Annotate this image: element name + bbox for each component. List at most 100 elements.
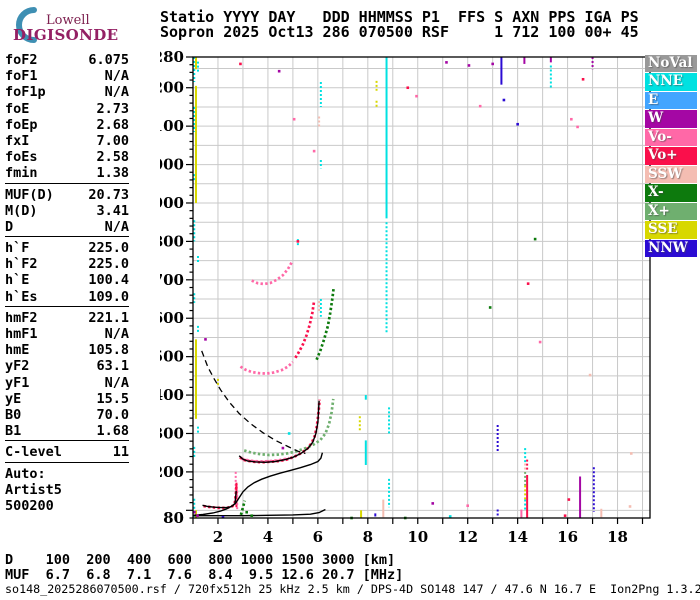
echo-dot-X- <box>245 510 248 514</box>
param-row-foEp: foEp 2.68 <box>5 117 129 133</box>
echo-dot-Vo+ <box>581 77 585 81</box>
y-tick-label: 600 <box>160 309 184 327</box>
trace-F-trace-echo-O-pink <box>241 456 290 463</box>
trace-F-trace-fit <box>238 400 320 464</box>
x-tick-label: 10 <box>407 528 428 546</box>
param-row-foE: foE 2.73 <box>5 101 129 117</box>
echo-dot-W <box>491 62 494 66</box>
echo-dot-Vo- <box>415 94 418 98</box>
y-tick-label: 400 <box>160 386 184 404</box>
trace-second-hop-O-rise <box>294 300 316 359</box>
legend-item-Vo-: Vo- <box>645 128 697 147</box>
status-color-legend: NoVal NNE E W Vo- Vo+ SSW X- X+ SSE NNW <box>645 55 697 258</box>
echo-dot-Vo+ <box>567 498 571 501</box>
param-row-foF1p: foF1p N/A <box>5 84 129 100</box>
echo-dot-Vo+ <box>406 86 410 90</box>
param-value: N/A <box>104 84 129 101</box>
echo-dot-Vo- <box>570 117 573 121</box>
param-group-2: h`F 225.0 h`F2 225.0 h`E 100.4 h`Es 109.0 <box>5 240 129 307</box>
trace-E-trace-echo-O <box>203 484 238 510</box>
status-line: so148_2025286070500.rsf / 720fx512h 25 k… <box>5 582 700 596</box>
y-tick-label: 200 <box>160 463 184 481</box>
echo-dot-Vo+ <box>296 240 300 243</box>
param-row-yF2: yF2 63.1 <box>5 358 129 374</box>
param-label: D <box>5 218 14 235</box>
param-group-4: C-level 11 <box>5 444 129 463</box>
echo-dot-SSW <box>588 373 592 377</box>
y-tick-label: 1100 <box>160 117 184 135</box>
echo-dot-NNW <box>221 515 225 519</box>
trace-true-height-profile <box>192 452 324 516</box>
echo-dot-Vo- <box>538 340 542 344</box>
param-group-1: MUF(D) 20.73 M(D) 3.41 D N/A <box>5 187 129 238</box>
param-label: MUF(D) <box>5 186 54 203</box>
param-value: 225.0 <box>88 240 129 257</box>
legend-item-W: W <box>645 110 697 128</box>
legend-item-NNE: NNE <box>645 73 697 91</box>
muf-row: MUF 6.7 6.8 7.1 7.6 8.4 9.5 12.6 20.7 [M… <box>5 566 404 583</box>
trace-F-trace-echo-X <box>243 398 335 457</box>
param-group-3: hmF2 221.1 hmF1 N/A hmE 105.8 yF2 63.1 yF1 N/A yE 1… <box>5 310 129 442</box>
param-label: C-level <box>5 444 62 461</box>
echo-dot-W <box>193 510 196 514</box>
y-tick-label: 1200 <box>160 79 184 97</box>
param-label: B1 <box>5 423 22 440</box>
echo-dot-Vo- <box>478 104 482 108</box>
echo-dot-Vo+ <box>526 282 530 285</box>
param-value: 63.1 <box>96 358 129 375</box>
param-label: foF1p <box>5 84 46 101</box>
param-value: 7.00 <box>96 132 129 149</box>
param-label: h`E <box>5 272 30 289</box>
param-value: 105.8 <box>88 342 129 359</box>
echo-dot-NNE <box>287 432 291 435</box>
param-value: 20.73 <box>88 186 129 203</box>
param-label: hmF1 <box>5 326 38 342</box>
trace-baseline-trace <box>193 508 326 517</box>
param-row-D: D N/A <box>5 219 129 235</box>
echo-dot-SSW <box>629 452 633 455</box>
echo-dot-NNW <box>516 122 519 126</box>
x-tick-label: 2 <box>213 528 223 546</box>
param-row-hmE: hmE 105.8 <box>5 342 129 358</box>
header-values: Sopron 2025 Oct13 286 070500 RSF 1 712 1… <box>160 23 639 41</box>
legend-item-E: E <box>645 91 697 110</box>
param-row-h`F2: h`F2 225.0 <box>5 256 129 272</box>
legend-item-X-: X- <box>645 184 697 202</box>
x-tick-label: 6 <box>313 528 323 546</box>
echo-dot-W <box>277 69 281 73</box>
autoscaler-line: 500200 <box>5 497 54 514</box>
echo-dot-X- <box>488 306 492 309</box>
param-label: fmin <box>5 165 38 182</box>
param-row-h`F: h`F 225.0 <box>5 240 129 256</box>
echo-dot-W <box>281 446 285 450</box>
trace-transmission-curve-MUF <box>201 350 306 455</box>
echo-dot-W <box>445 61 448 64</box>
legend-item-NNW: NNW <box>645 239 697 258</box>
param-value: N/A <box>104 68 129 85</box>
param-value: 2.73 <box>96 100 129 117</box>
echo-dot-NNE <box>448 515 452 518</box>
param-row-MUF(D): MUF(D) 20.73 <box>5 187 129 203</box>
param-label: h`F2 <box>5 256 38 273</box>
param-row-yF1: yF1 N/A <box>5 375 129 391</box>
param-row-yE: yE 15.5 <box>5 391 129 407</box>
param-value: 2.58 <box>96 149 129 166</box>
legend-item-Vo+: Vo+ <box>645 147 697 165</box>
param-label: foEp <box>5 116 38 133</box>
param-label: foF1 <box>5 68 38 85</box>
param-label: foF2 <box>5 52 38 68</box>
trace-second-hop-X <box>315 288 335 361</box>
param-row-B1: B1 1.68 <box>5 423 129 439</box>
param-value: 100.4 <box>88 272 129 289</box>
trace-third-hop-O <box>251 261 293 286</box>
param-row-C-level: C-level 11 <box>5 444 129 460</box>
x-tick-label: 8 <box>363 528 373 546</box>
param-label: yE <box>5 390 22 407</box>
echo-dot-SSW <box>628 505 632 508</box>
param-row-hmF2: hmF2 221.1 <box>5 310 129 326</box>
autoscaler-line: Artist5 <box>5 481 62 498</box>
param-group-0: foF2 6.075 foF1 N/A foF1p N/A foE 2.73 foEp 2.68 f… <box>5 52 129 184</box>
echo-dot-Vo+ <box>239 62 242 66</box>
param-value: 225.0 <box>88 256 129 273</box>
param-label: hmF2 <box>5 309 38 326</box>
